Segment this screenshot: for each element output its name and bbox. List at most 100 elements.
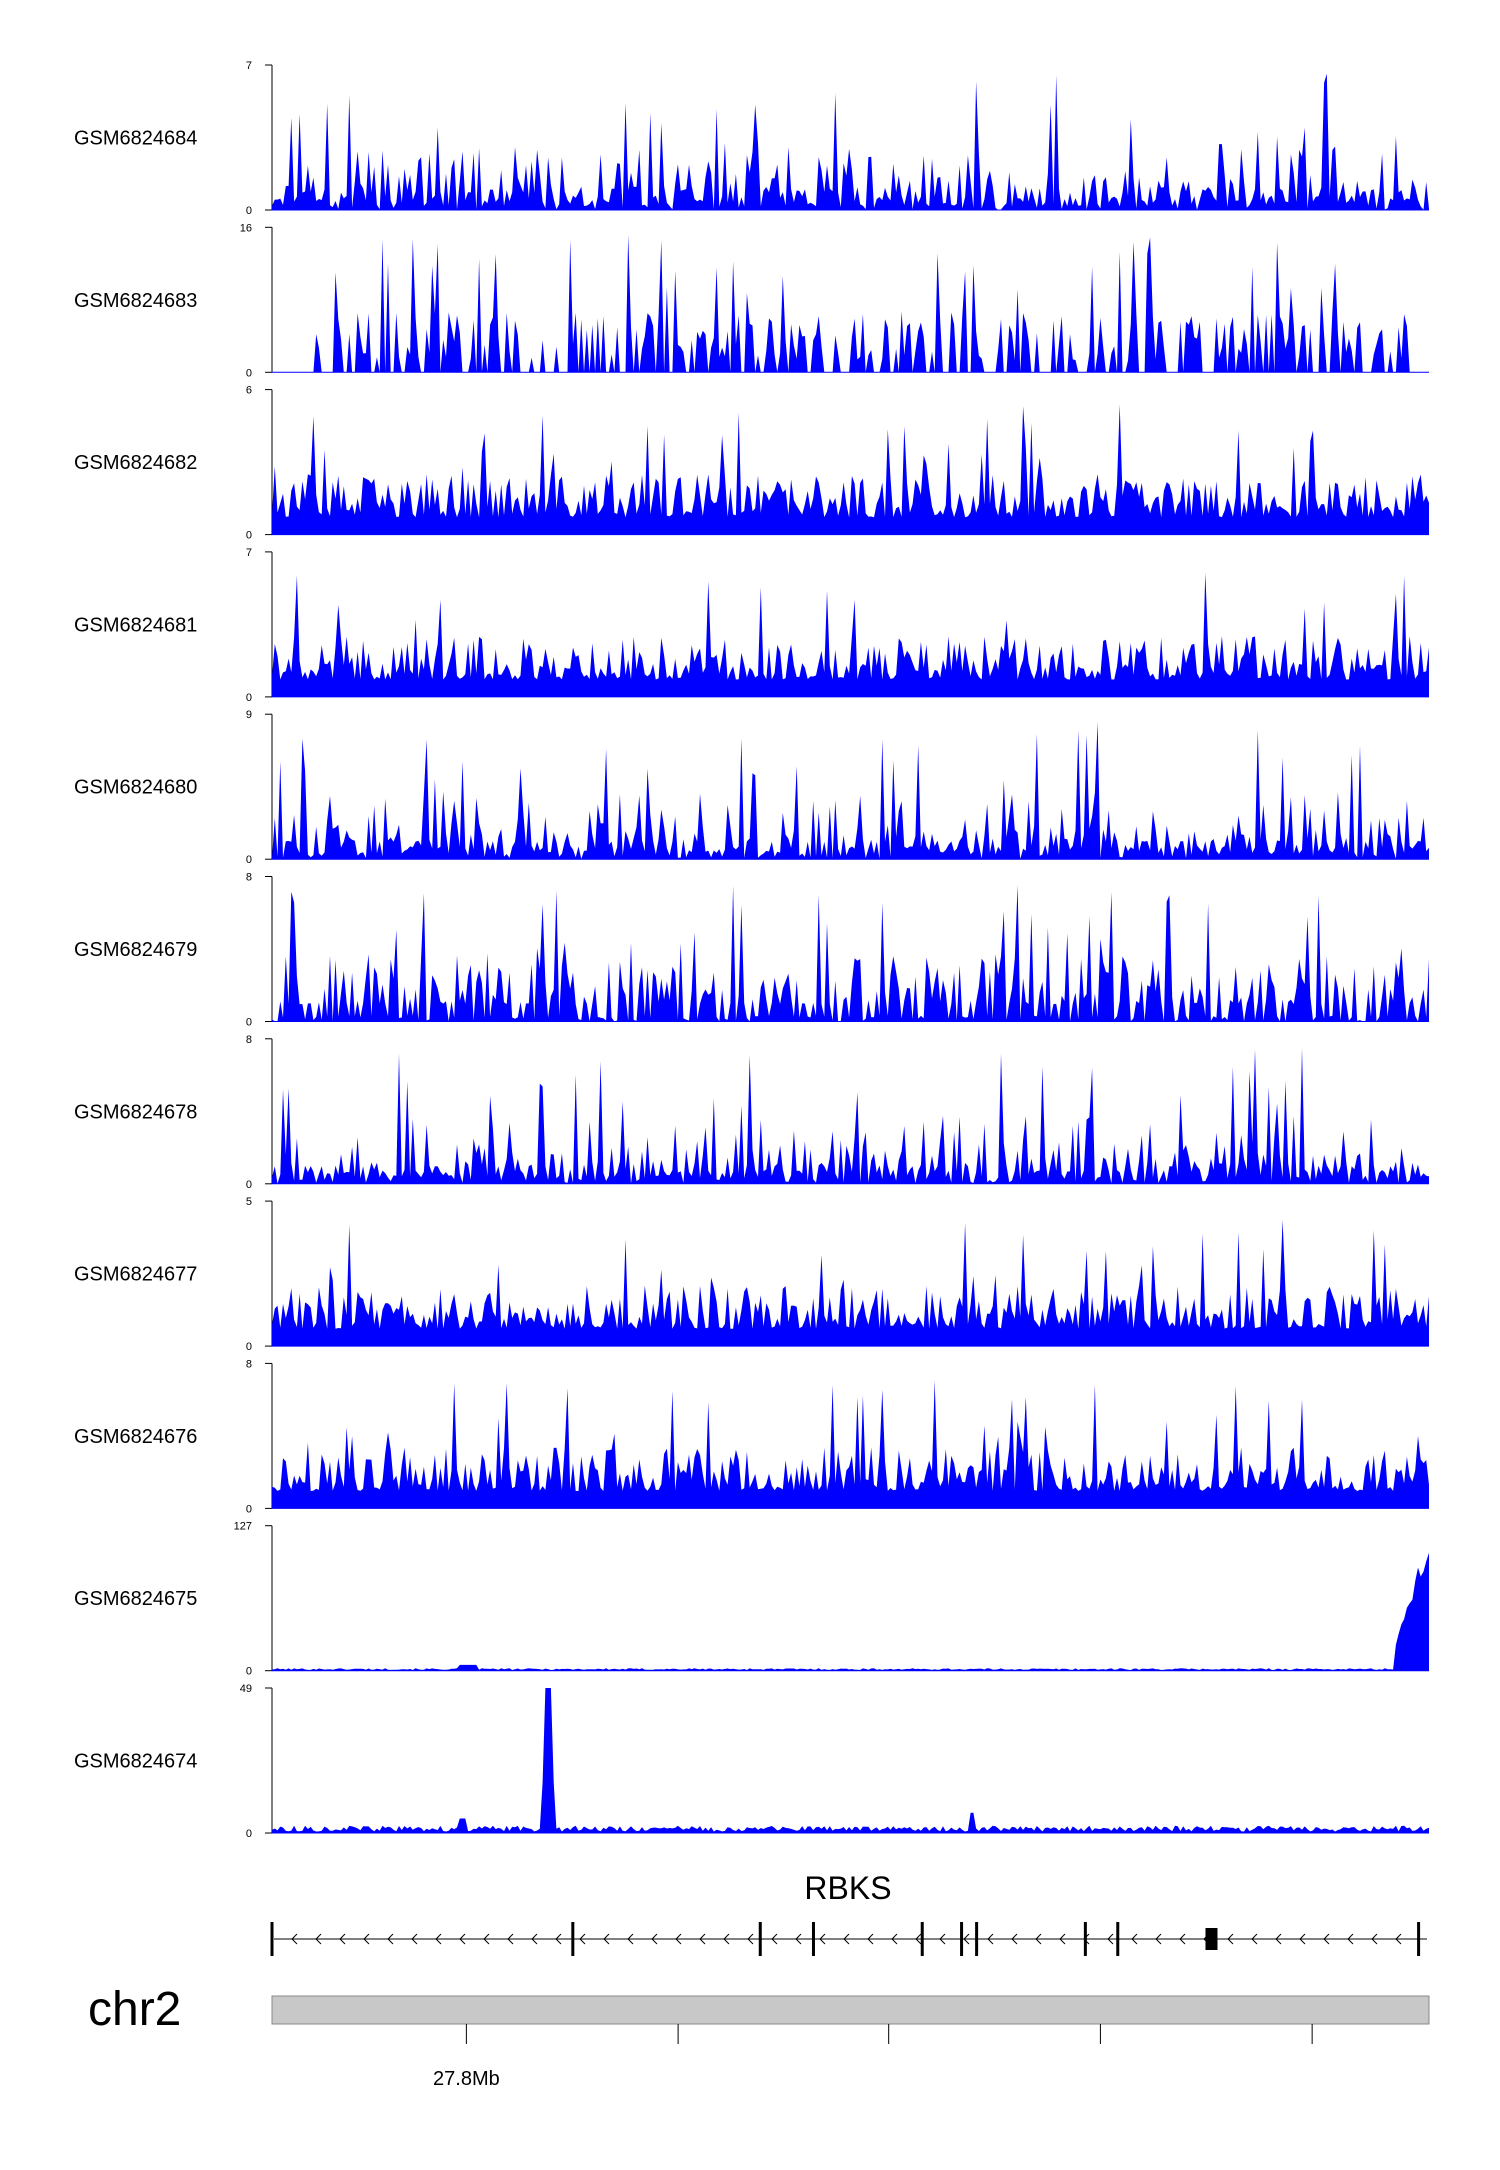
strand-arrow [1107,1933,1114,1945]
strand-arrow [723,1933,730,1945]
y-min-label: 0 [246,1828,252,1840]
strand-arrow [627,1933,634,1945]
strand-arrow [1059,1933,1066,1945]
strand-arrow [1227,1933,1234,1945]
coverage-area [272,572,1429,697]
strand-arrow [363,1933,370,1945]
coverage-area [272,234,1429,373]
track-GSM6824678: GSM6824678 8 0 [74,1034,1429,1191]
y-min-label: 0 [246,1341,252,1353]
exon-block [920,1922,924,1956]
strand-arrow [1275,1933,1282,1945]
y-max-label: 8 [246,872,252,884]
exon-block [571,1922,575,1956]
strand-arrow [507,1933,514,1945]
y-max-label: 16 [240,222,252,234]
exon-block [270,1922,274,1956]
exon-block [975,1922,979,1956]
chromosome-axis-track: chr2 27.8Mb [88,1983,1430,2090]
exon-block [960,1922,964,1956]
strand-arrow [1371,1933,1378,1945]
exon-block [1083,1922,1087,1956]
coverage-area [272,73,1429,210]
strand-arrow [819,1933,826,1945]
coverage-area [272,721,1429,860]
y-max-label: 127 [234,1521,252,1533]
strand-arrow [1155,1933,1162,1945]
strand-arrow [1299,1933,1306,1945]
track-label: GSM6824674 [74,1751,197,1773]
coverage-area [272,1219,1429,1347]
strand-arrow [915,1933,922,1945]
y-min-label: 0 [246,1017,252,1029]
strand-arrow [1347,1933,1354,1945]
track-GSM6824676: GSM6824676 8 0 [74,1358,1429,1515]
strand-arrow [411,1933,418,1945]
strand-arrow [1035,1933,1042,1945]
strand-arrow [891,1933,898,1945]
gene-name: RBKS [804,1870,891,1906]
track-GSM6824683: GSM6824683 16 0 [74,222,1429,379]
coverage-area [272,1552,1429,1671]
strand-arrow [843,1933,850,1945]
coverage-area [272,1380,1429,1509]
track-GSM6824677: GSM6824677 5 0 [74,1196,1429,1353]
y-min-label: 0 [246,1179,252,1191]
coverage-area [272,885,1429,1022]
track-label: GSM6824679 [74,939,197,961]
strand-arrow [435,1933,442,1945]
coverage-area [272,1688,1429,1833]
strand-arrow [747,1933,754,1945]
strand-arrow [675,1933,682,1945]
track-label: GSM6824675 [74,1588,197,1610]
strand-arrow [699,1933,706,1945]
chromosome-label: chr2 [88,1983,181,2036]
exon-block [1417,1922,1421,1956]
exon-block [811,1922,815,1956]
y-min-label: 0 [246,854,252,866]
y-min-label: 0 [246,692,252,704]
strand-arrow [1323,1933,1330,1945]
track-label: GSM6824676 [74,1426,197,1448]
y-max-label: 8 [246,1358,252,1370]
strand-arrow [459,1933,466,1945]
exon-block [1116,1922,1120,1956]
strand-arrow [867,1933,874,1945]
track-label: GSM6824678 [74,1101,197,1123]
strand-arrow [1395,1933,1402,1945]
gene-annotation-track: RBKS [270,1870,1427,1956]
track-GSM6824684: GSM6824684 7 0 [74,60,1429,217]
y-max-label: 49 [240,1683,252,1695]
strand-arrow [963,1933,970,1945]
y-max-label: 9 [246,709,252,721]
chromosome-bar [271,1995,1430,2025]
track-label: GSM6824684 [74,128,197,150]
strand-arrow [1179,1933,1186,1945]
strand-arrow [579,1933,586,1945]
track-GSM6824681: GSM6824681 7 0 [74,547,1429,704]
track-label: GSM6824680 [74,777,197,799]
track-GSM6824674: GSM6824674 49 0 [74,1683,1429,1840]
track-GSM6824679: GSM6824679 8 0 [74,872,1429,1029]
strand-arrow [1011,1933,1018,1945]
y-min-label: 0 [246,205,252,217]
y-max-label: 8 [246,1034,252,1046]
strand-arrow [795,1933,802,1945]
strand-arrow [555,1933,562,1945]
coverage-tracks: GSM682468470GSM6824683160GSM682468260GSM… [74,60,1429,1840]
exon-block [758,1922,762,1956]
y-min-label: 0 [246,1503,252,1515]
strand-arrow [1251,1933,1258,1945]
strand-arrow [291,1933,298,1945]
strand-arrow [387,1933,394,1945]
track-label: GSM6824683 [74,290,197,312]
strand-arrow [939,1933,946,1945]
y-max-label: 7 [246,547,252,559]
strand-arrow [771,1933,778,1945]
strand-arrow [483,1933,490,1945]
strand-arrow [651,1933,658,1945]
y-min-label: 0 [246,530,252,542]
strand-arrow [987,1933,994,1945]
y-max-label: 7 [246,60,252,72]
axis-tick-label: 27.8Mb [433,2068,500,2090]
